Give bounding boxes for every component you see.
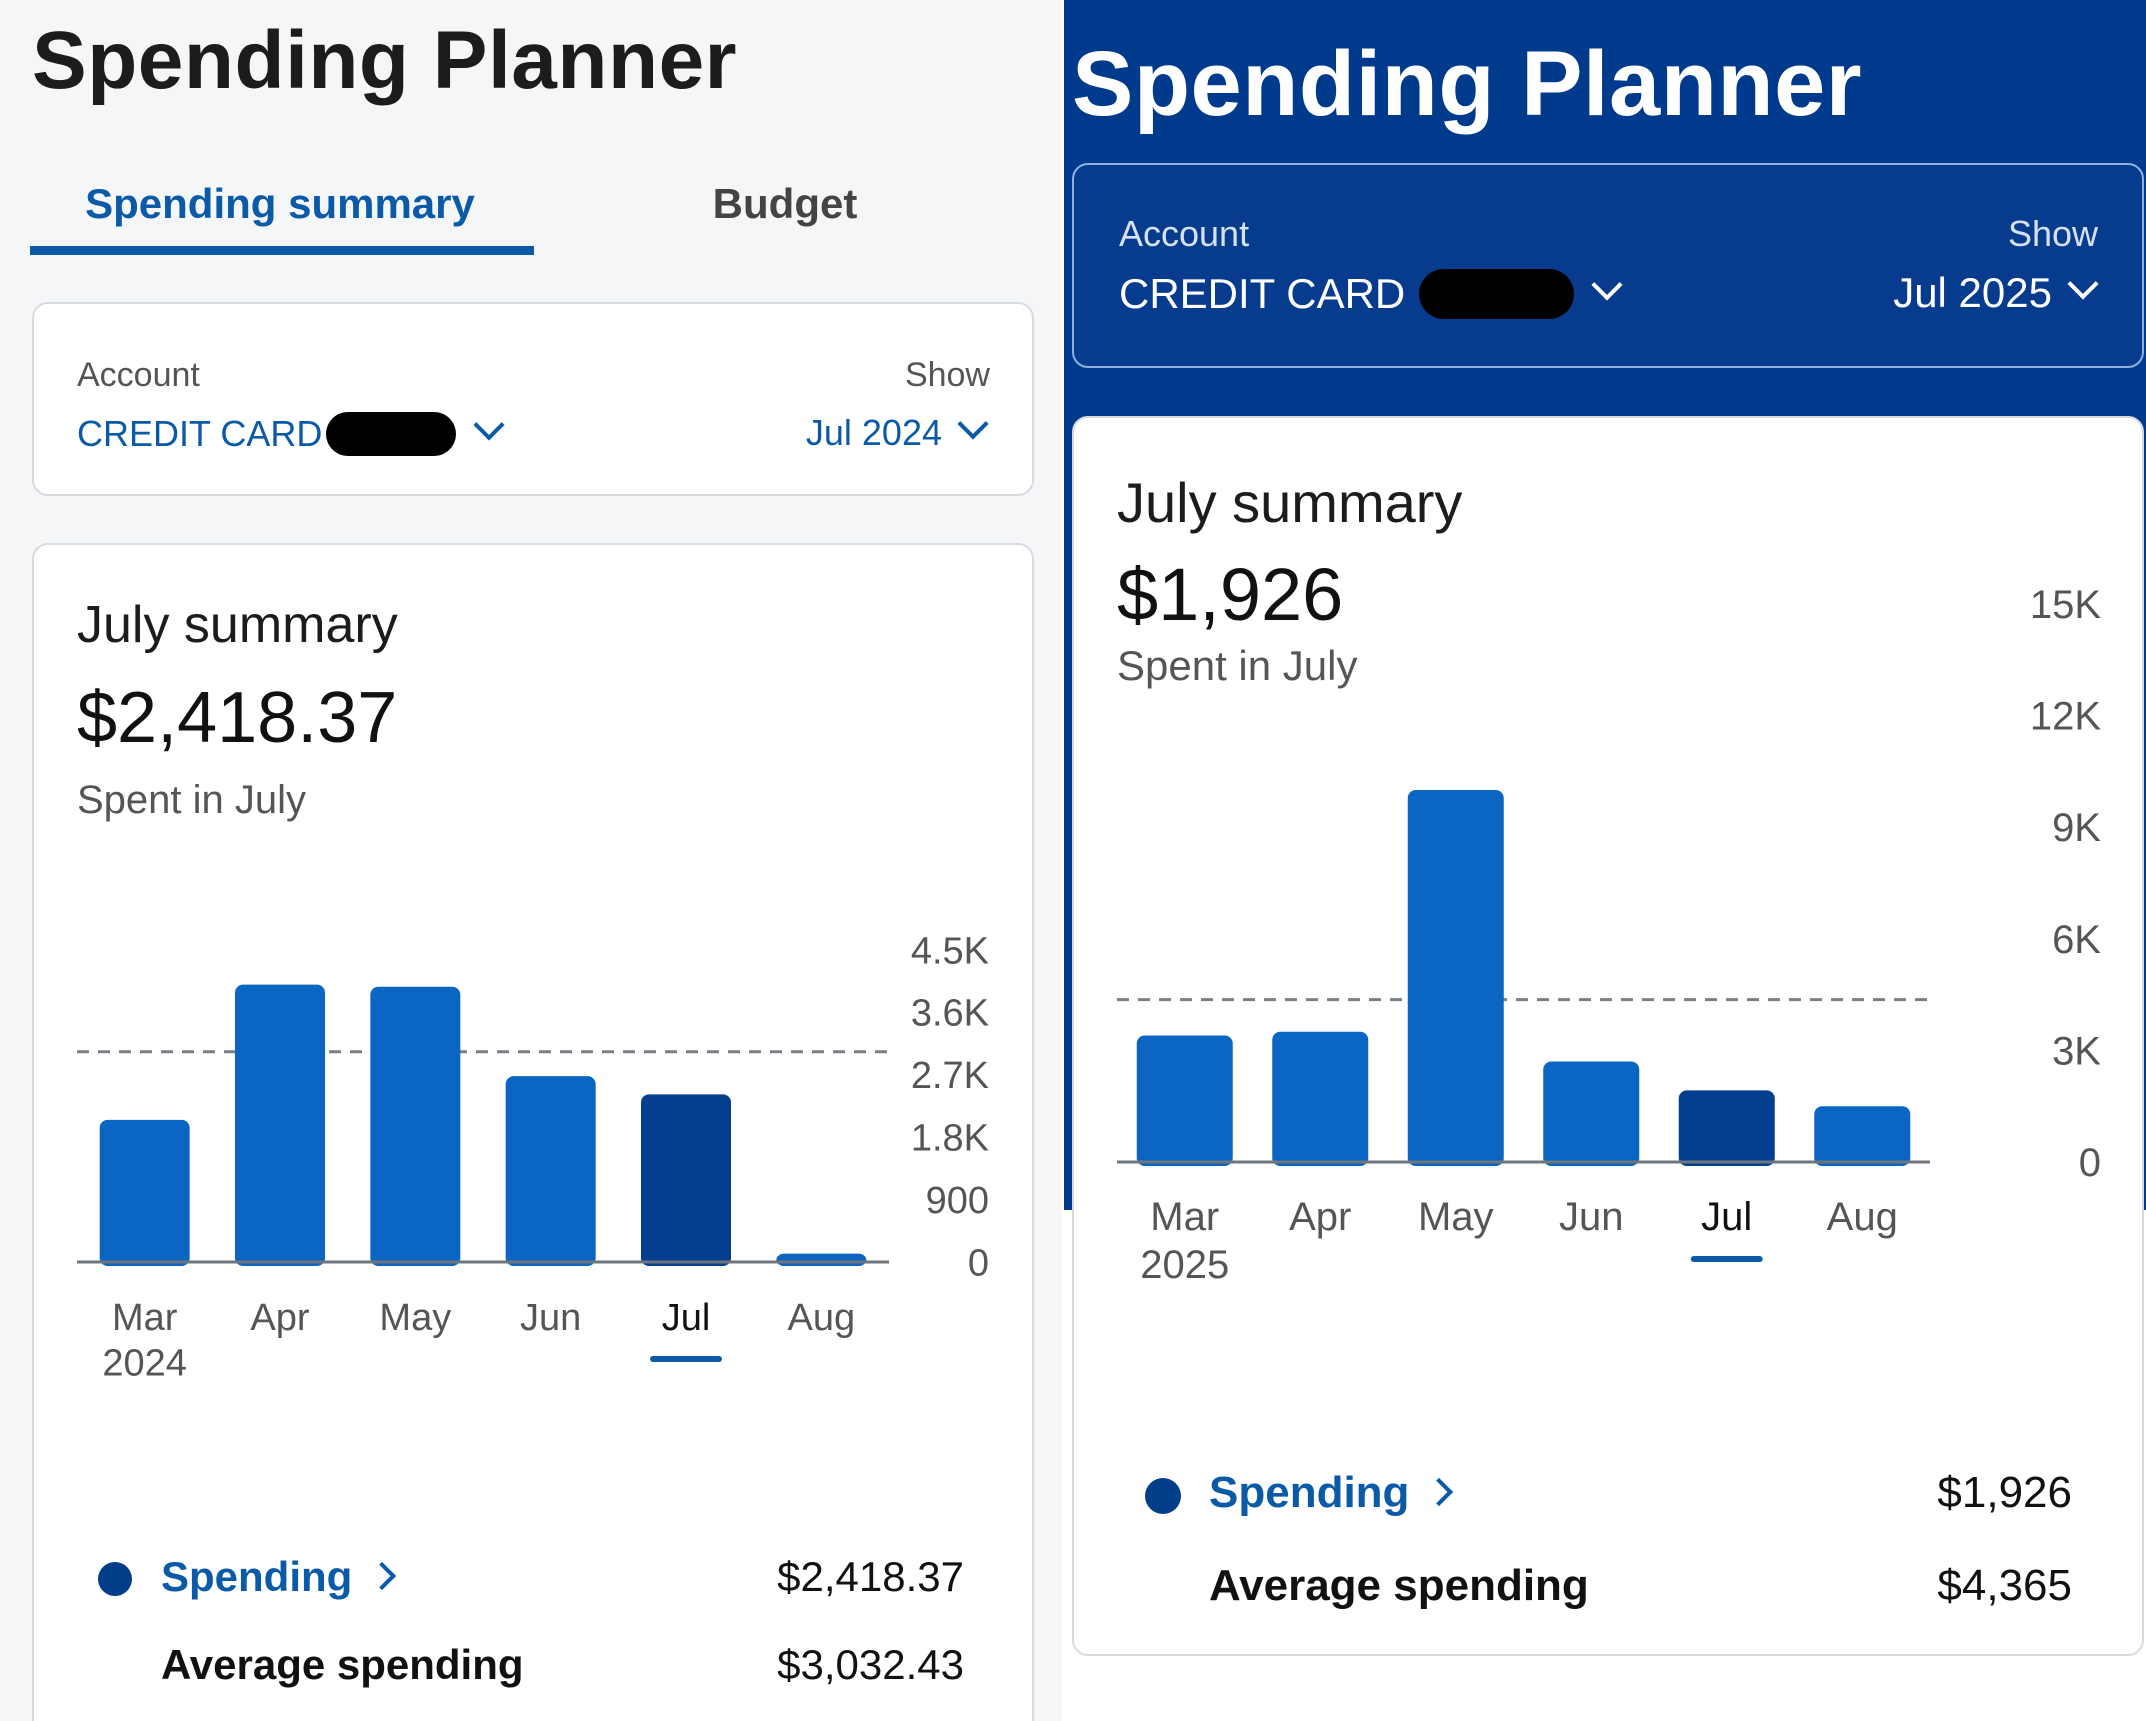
x-tick-label: Aug [1827, 1195, 1898, 1239]
summary-title: July summary [1117, 471, 1463, 534]
account-select[interactable]: CREDIT CARD [77, 409, 505, 456]
chevron-down-icon [957, 408, 989, 440]
x-tick-label: Jul [1701, 1195, 1752, 1239]
show-label: Show [904, 356, 990, 394]
average-spending-value: $4,365 [1937, 1561, 2072, 1610]
chevron-down-icon [1591, 269, 1623, 301]
y-tick-label: 1.8K [911, 1118, 989, 1160]
chevron-right-icon [368, 1561, 397, 1591]
page-title: Spending Planner [32, 15, 738, 106]
x-tick-label: Mar [112, 1297, 178, 1339]
bar-jun [1543, 1061, 1640, 1166]
spending-value: $1,926 [1937, 1468, 2072, 1517]
page-title: Spending Planner [1072, 33, 1863, 135]
right-panel: Spending Planner Account CREDIT CARD Sho… [1064, 0, 2146, 1721]
bar-apr [1272, 1031, 1369, 1166]
x-tick-label: Mar [1150, 1195, 1219, 1239]
bar-mar [1136, 1035, 1233, 1166]
y-tick-label: 900 [926, 1180, 989, 1222]
period-select[interactable]: Jul 2024 [805, 408, 989, 454]
x-tick-label: Apr [250, 1297, 309, 1339]
spending-link[interactable]: Spending [1209, 1468, 1454, 1518]
tab-budget[interactable]: Budget [712, 180, 858, 227]
redacted-mark [326, 412, 457, 456]
x-tick-label: Jun [520, 1297, 581, 1339]
x-tick-year-label: 2025 [1140, 1243, 1229, 1287]
average-spending-label: Average spending [161, 1641, 524, 1688]
tab-spending-summary[interactable]: Spending summary [85, 180, 475, 227]
y-tick-label: 3K [2052, 1029, 2101, 1073]
account-value: CREDIT CARD [1119, 270, 1406, 317]
spending-link-label: Spending [161, 1553, 353, 1600]
chevron-down-icon [473, 409, 505, 441]
chevron-right-icon [1425, 1477, 1454, 1507]
average-spending-value: $3,032.43 [777, 1641, 964, 1688]
account-card: Account CREDIT CARD Show Jul 2024 [32, 302, 1034, 496]
active-tab-indicator [30, 246, 534, 255]
y-tick-label: 0 [2079, 1141, 2101, 1185]
spending-link-label: Spending [1209, 1468, 1410, 1517]
bar-jul [641, 1094, 731, 1266]
average-spending-label: Average spending [1209, 1561, 1589, 1610]
x-tick-label: Jun [1559, 1195, 1624, 1239]
summary-amount: $1,926 [1117, 553, 1344, 636]
period-value: Jul 2025 [1893, 269, 2052, 316]
redacted-mark [1419, 269, 1575, 319]
bar-mar [99, 1119, 190, 1266]
bar-may [1407, 790, 1504, 1166]
summary-title: July summary [77, 596, 398, 654]
show-label: Show [2007, 213, 2098, 254]
x-tick-year-label: 2024 [102, 1343, 187, 1385]
bar-apr [235, 984, 325, 1266]
y-tick-label: 2.7K [911, 1055, 989, 1097]
summary-card: July summary $2,418.37 Spent in July Mar… [32, 543, 1034, 1721]
bar-may [370, 986, 461, 1266]
left-panel: Spending Planner Spending summary Budget… [0, 0, 1062, 1721]
x-tick-label: May [379, 1297, 451, 1339]
spending-value: $2,418.37 [777, 1553, 964, 1600]
spending-dot-icon [98, 1562, 132, 1596]
y-tick-label: 12K [2030, 695, 2101, 739]
chevron-down-icon [2067, 268, 2099, 300]
y-tick-label: 3.6K [911, 993, 989, 1035]
spending-link[interactable]: Spending [161, 1553, 397, 1601]
y-tick-label: 6K [2052, 918, 2101, 962]
bar-aug [776, 1253, 867, 1266]
x-tick-label: Jul [662, 1297, 711, 1339]
selected-month-indicator [650, 1356, 722, 1362]
period-select[interactable]: Jul 2025 [1893, 268, 2099, 317]
summary-subtitle: Spent in July [77, 778, 307, 822]
spending-dot-icon [1145, 1478, 1181, 1514]
x-tick-label: Apr [1289, 1195, 1351, 1239]
x-tick-label: Aug [788, 1297, 856, 1339]
y-tick-label: 0 [968, 1242, 989, 1284]
summary-amount: $2,418.37 [77, 678, 398, 758]
bar-jun [505, 1076, 596, 1266]
period-value: Jul 2024 [805, 412, 942, 453]
account-card: Account CREDIT CARD Show Jul 2025 [1072, 163, 2144, 368]
selected-month-indicator [1690, 1256, 1763, 1262]
account-label: Account [77, 356, 200, 394]
account-label: Account [1119, 213, 1250, 254]
bar-aug [1814, 1106, 1911, 1166]
y-tick-label: 9K [2052, 806, 2101, 850]
summary-subtitle: Spent in July [1117, 642, 1358, 689]
summary-card: July summary $1,926 Spent in July Mar 202… [1072, 416, 2144, 1656]
bar-jul [1678, 1090, 1775, 1166]
account-value: CREDIT CARD [77, 413, 323, 454]
y-tick-label: 4.5K [911, 930, 989, 972]
account-select[interactable]: CREDIT CARD [1119, 269, 1623, 319]
x-tick-label: May [1418, 1195, 1494, 1239]
y-tick-label: 15K [2030, 583, 2101, 627]
